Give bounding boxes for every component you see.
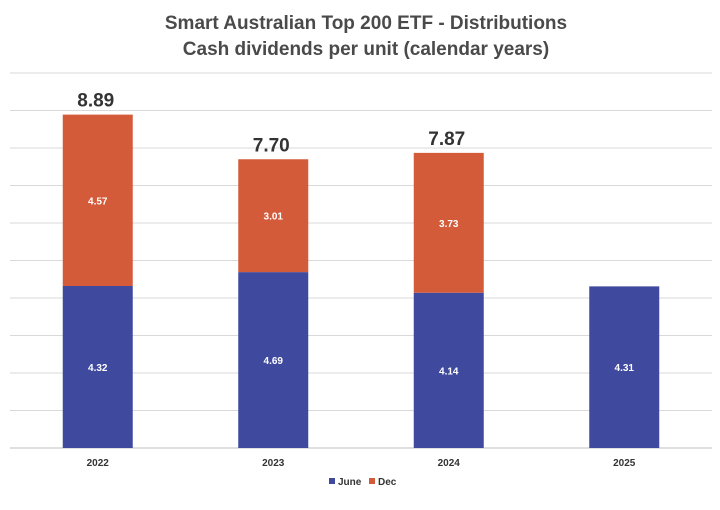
legend: June Dec <box>329 477 397 488</box>
data-label-june-2024: 4.14 <box>439 366 459 377</box>
legend-swatch-dec <box>369 478 375 484</box>
chart-title: Smart Australian Top 200 ETF - Distribut… <box>165 13 567 34</box>
data-label-june-2025: 4.31 <box>615 363 635 374</box>
data-label-june-2022: 4.32 <box>88 363 108 374</box>
bars <box>62 114 660 448</box>
x-tick-2023: 2023 <box>262 458 285 469</box>
bar-dec-2022 <box>62 114 133 286</box>
data-label-june-2023: 4.69 <box>264 356 284 367</box>
data-label-dec-2022: 4.57 <box>88 196 108 207</box>
data-label-dec-2023: 3.01 <box>264 212 284 223</box>
bar-dec-2023 <box>238 159 309 273</box>
labels: 4.32 4.57 8.89 4.69 3.01 7.70 4.14 3.73 7.87 4.31 <box>77 91 634 378</box>
data-label-dec-2024: 3.73 <box>439 219 459 230</box>
x-tick-2024: 2024 <box>438 458 461 469</box>
x-tick-2022: 2022 <box>87 458 110 469</box>
total-label-2024: 7.87 <box>428 129 465 150</box>
total-label-2023: 7.70 <box>253 135 290 156</box>
legend-label-june: June <box>338 477 362 488</box>
x-tick-2025: 2025 <box>613 458 636 469</box>
legend-swatch-june <box>329 478 335 484</box>
x-axis: 2022 2023 2024 2025 <box>87 458 636 469</box>
bar-june-2024 <box>413 292 484 448</box>
chart-subtitle: Cash dividends per unit (calendar years) <box>183 39 549 60</box>
bar-june-2023 <box>238 272 309 448</box>
legend-label-dec: Dec <box>378 477 397 488</box>
bar-june-2025 <box>589 286 660 448</box>
bar-dec-2024 <box>413 152 484 293</box>
total-label-2022: 8.89 <box>77 91 114 112</box>
bar-june-2022 <box>62 286 133 448</box>
